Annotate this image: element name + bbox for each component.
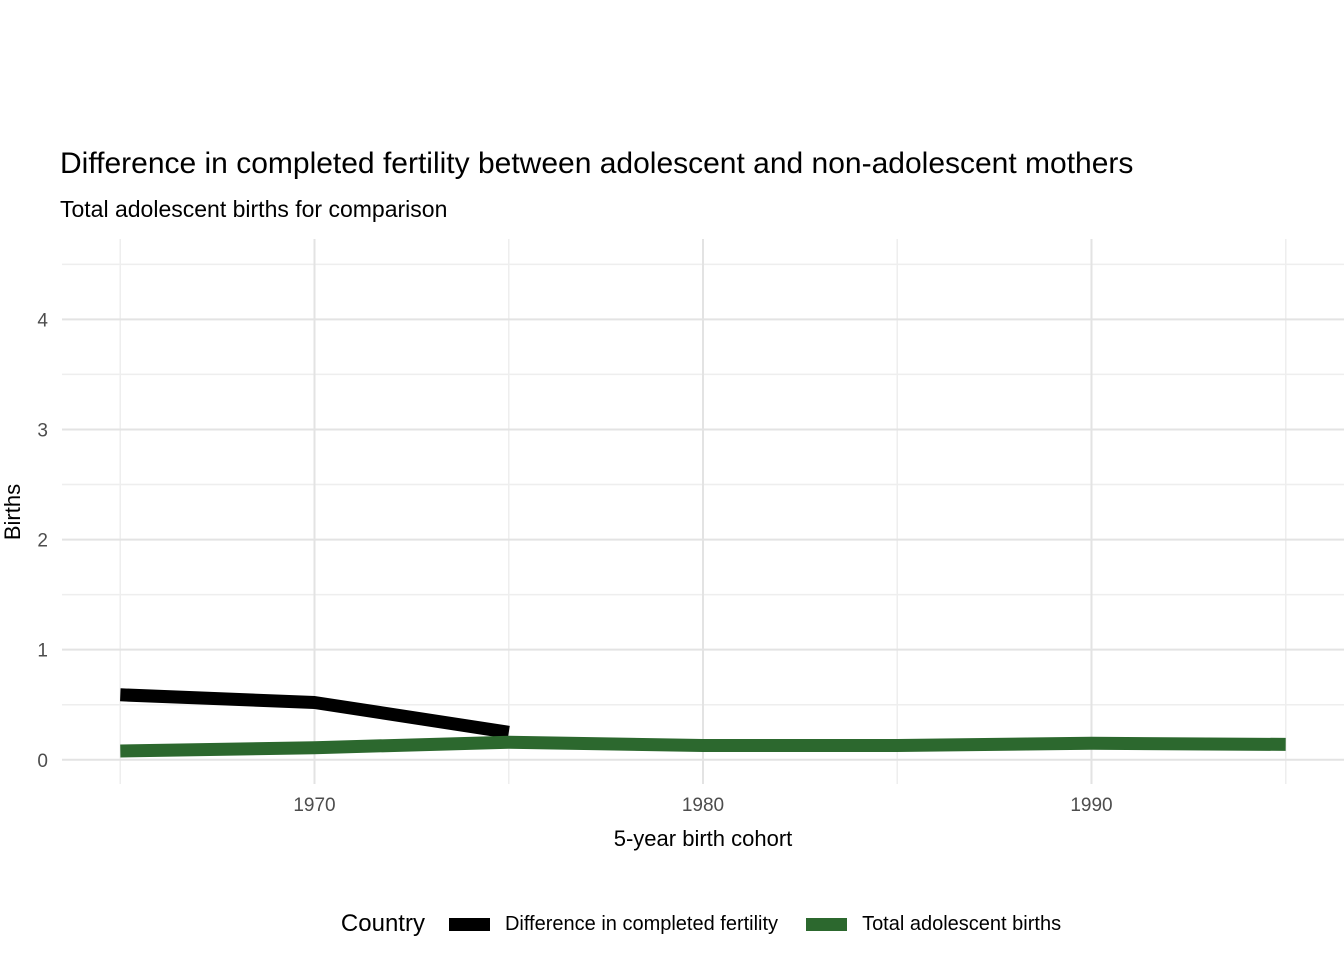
x-axis-title: 5-year birth cohort [613, 826, 793, 851]
legend-swatch-total-icon [806, 917, 848, 931]
legend-item-total: Total adolescent births [806, 913, 1061, 936]
legend-label-difference: Difference in completed fertility [504, 912, 779, 935]
series-line-difference-in-completed-fertility [120, 688, 510, 739]
legend: Country Difference in completed fertilit… [62, 902, 1344, 946]
series-line-total-adolescent-births [120, 735, 1286, 758]
chart-subtitle: Total adolescent births for comparison [60, 196, 448, 222]
x-tick-label: 1980 [682, 795, 724, 816]
x-tick-label: 1990 [1070, 795, 1112, 816]
legend-title: Country [340, 910, 425, 937]
y-tick-label: 3 [37, 420, 48, 441]
x-tick-label: 1970 [293, 795, 335, 816]
legend-item-difference: Difference in completed fertility [448, 912, 779, 936]
y-axis-title: Births [0, 483, 25, 541]
y-tick-label: 0 [37, 751, 48, 772]
y-tick-label: 4 [37, 310, 48, 331]
y-tick-label: 1 [37, 641, 48, 662]
chart-title: Difference in completed fertility betwee… [60, 147, 1134, 180]
y-tick-label: 2 [37, 531, 48, 552]
legend-label-total: Total adolescent births [862, 912, 1062, 935]
legend-swatch-difference-icon [448, 917, 490, 931]
